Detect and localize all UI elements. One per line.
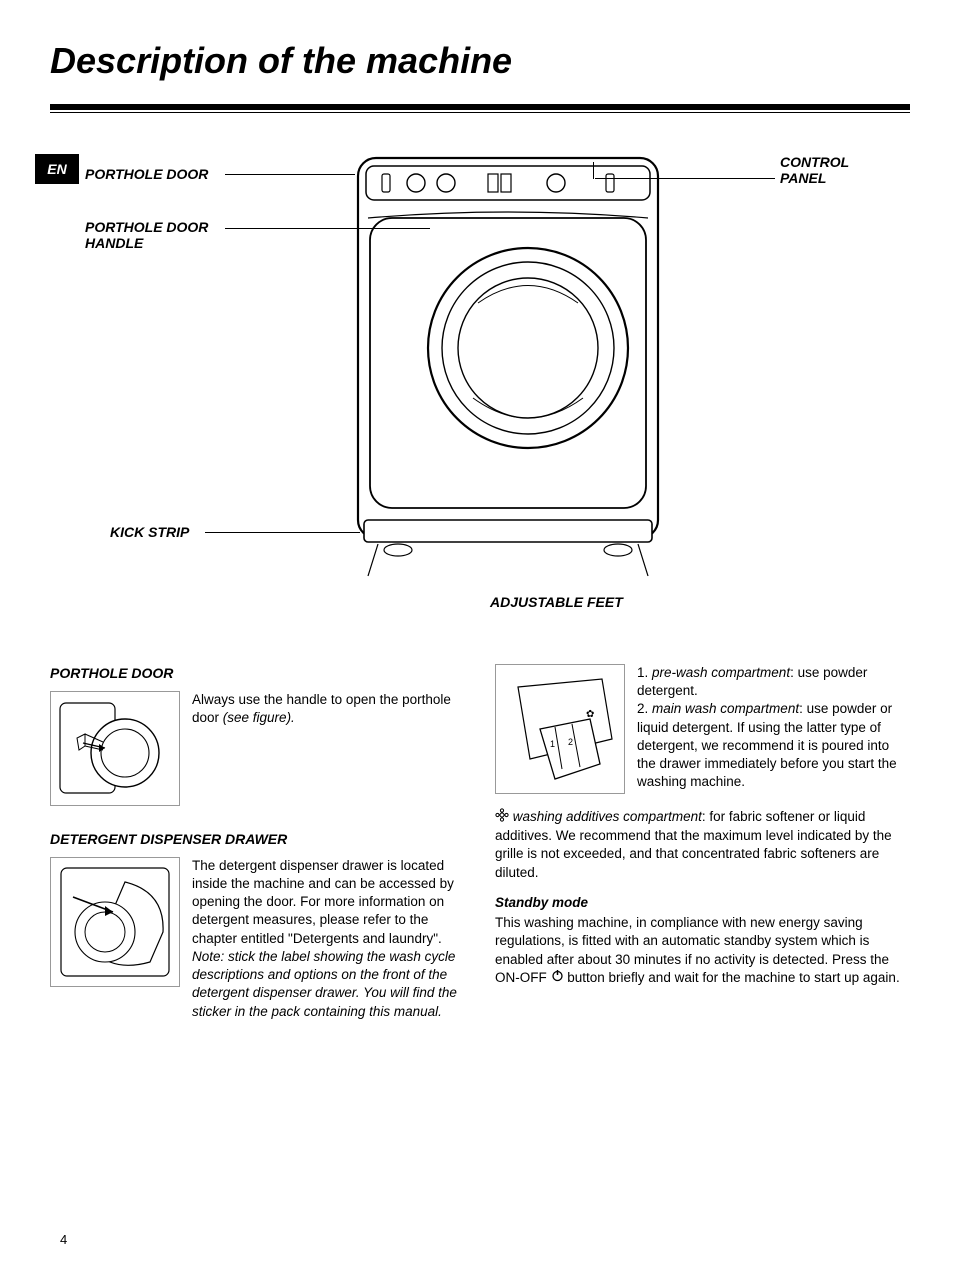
standby-text: This washing machine, in compliance with… xyxy=(495,914,910,987)
standby-head: Standby mode xyxy=(495,894,910,912)
body-columns: PORTHOLE DOOR Always use the handle to o… xyxy=(50,664,910,1035)
dispenser-block: The detergent dispenser drawer is locate… xyxy=(50,857,465,1021)
leader-line xyxy=(225,228,430,229)
dispenser-figure xyxy=(50,857,180,987)
language-badge: EN xyxy=(35,154,79,184)
leader-line xyxy=(225,174,355,175)
callout-porthole-handle: PORTHOLE DOOR HANDLE xyxy=(85,219,235,251)
svg-text:1: 1 xyxy=(550,739,555,749)
callout-kick-strip: KICK STRIP xyxy=(110,524,189,540)
porthole-section-head: PORTHOLE DOOR xyxy=(50,664,465,683)
additives-line: washing additives compartment: for fabri… xyxy=(495,808,910,882)
dispenser-text: The detergent dispenser drawer is locate… xyxy=(192,857,465,1021)
porthole-block: Always use the handle to open the portho… xyxy=(50,691,465,806)
svg-text:✿: ✿ xyxy=(586,709,594,720)
additives-icon xyxy=(495,808,509,827)
comp2-em: main wash compartment xyxy=(652,701,799,716)
svg-text:2: 2 xyxy=(568,737,573,747)
drawer-compartments-figure: ✿ 1 2 xyxy=(495,664,625,794)
dispenser-section-head: DETERGENT DISPENSER DRAWER xyxy=(50,830,465,849)
standby-text-2: button briefly and wait for the machine … xyxy=(564,970,900,985)
compartments-block: ✿ 1 2 1. pre-wash compartment: use powde… xyxy=(495,664,910,794)
comp1-em: pre-wash compartment xyxy=(652,665,790,680)
porthole-text: Always use the handle to open the portho… xyxy=(192,691,465,806)
title-rule xyxy=(50,104,910,114)
power-icon xyxy=(551,969,564,987)
comp2-lead: 2. xyxy=(637,701,652,716)
machine-diagram: EN PORTHOLE DOOR PORTHOLE DOOR H xyxy=(50,154,910,624)
leader-line xyxy=(205,532,360,533)
callout-adjustable-feet: ADJUSTABLE FEET xyxy=(490,594,623,610)
page-title: Description of the machine xyxy=(50,40,910,82)
callout-control-panel: CONTROL PANEL xyxy=(780,154,880,186)
dispenser-note: Note: stick the label showing the wash c… xyxy=(192,949,457,1019)
porthole-handle-figure xyxy=(50,691,180,806)
leader-line xyxy=(595,178,775,179)
comp1-lead: 1. xyxy=(637,665,652,680)
washing-machine-illustration xyxy=(338,148,678,588)
left-column: PORTHOLE DOOR Always use the handle to o… xyxy=(50,664,465,1035)
additives-em: washing additives compartment xyxy=(513,809,702,824)
right-column: ✿ 1 2 1. pre-wash compartment: use powde… xyxy=(495,664,910,1035)
leader-line xyxy=(593,162,594,179)
page-number: 4 xyxy=(60,1232,67,1247)
porthole-text-em: (see figure). xyxy=(223,710,295,725)
compartments-text: 1. pre-wash compartment: use powder dete… xyxy=(637,664,910,792)
callout-porthole-door: PORTHOLE DOOR xyxy=(85,166,208,182)
